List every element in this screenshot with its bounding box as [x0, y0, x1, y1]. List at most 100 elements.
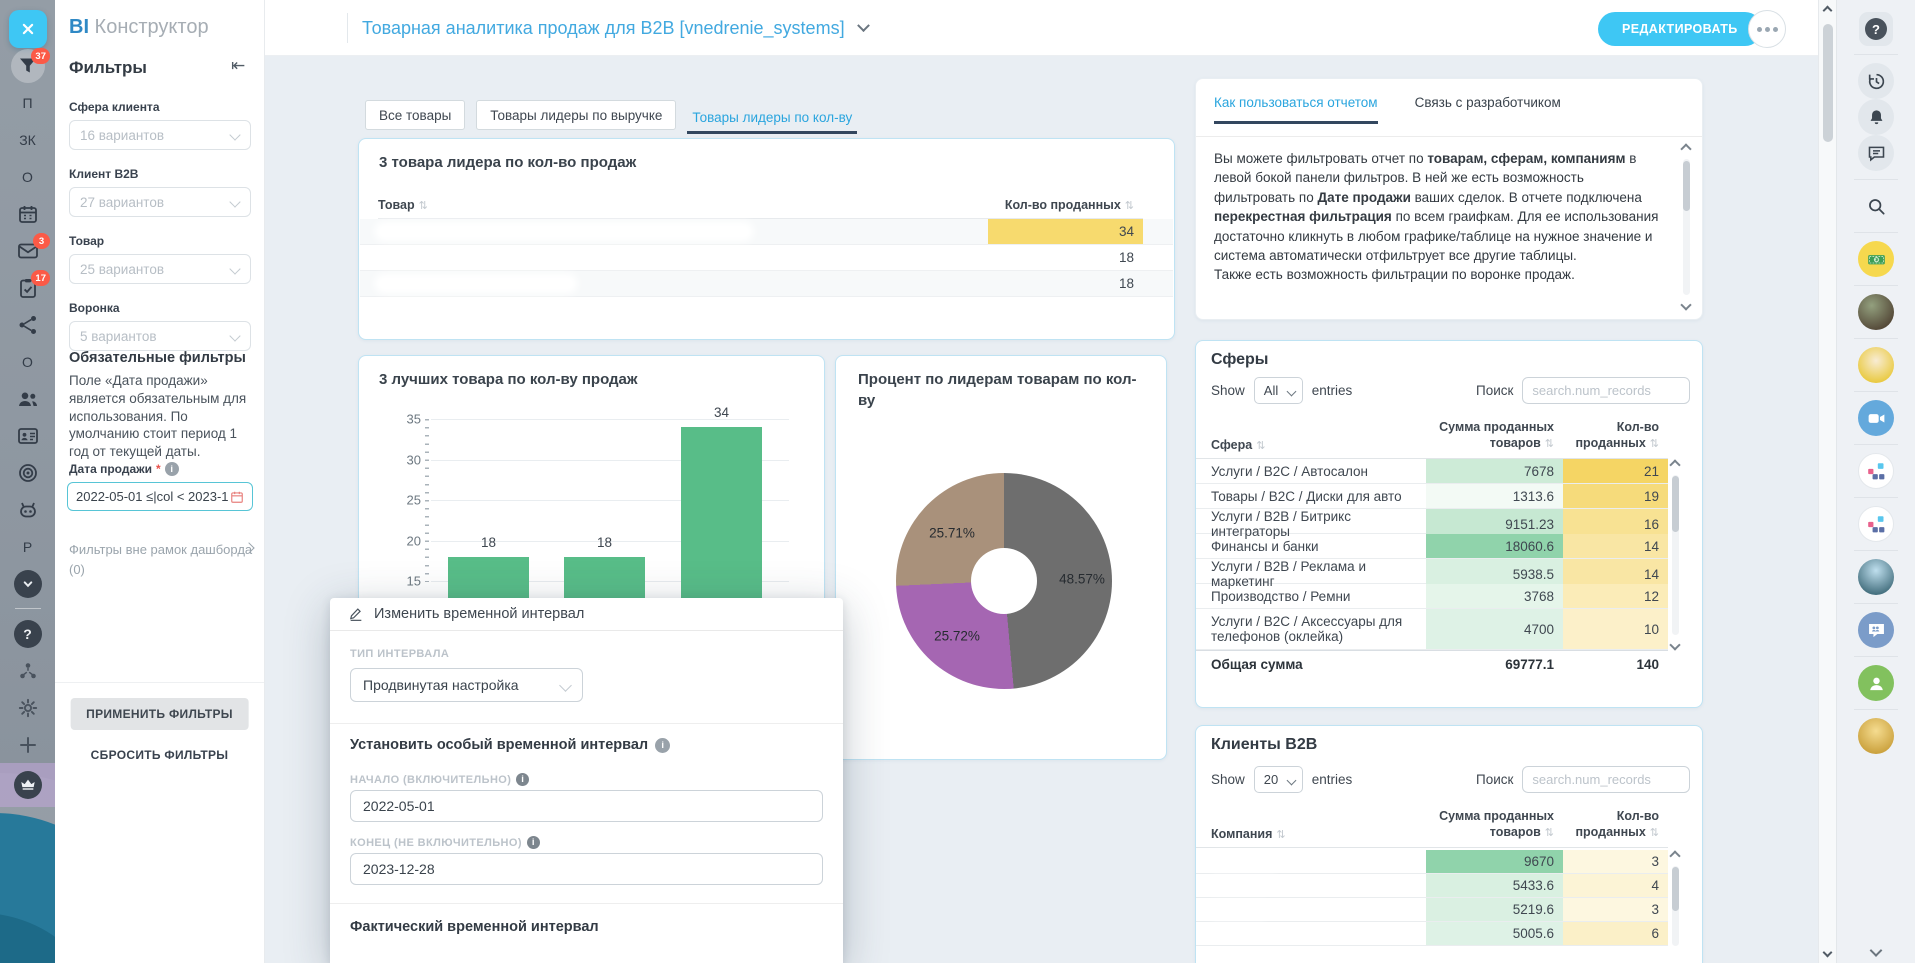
scroll-up-icon[interactable] [1823, 6, 1833, 16]
gear-icon[interactable] [16, 696, 40, 720]
scroll-up-icon[interactable] [1680, 143, 1691, 154]
rail-item-p-section[interactable]: П [0, 84, 55, 121]
calendar-icon[interactable] [230, 490, 244, 504]
info-icon[interactable] [655, 738, 670, 753]
rail-item-premium[interactable] [0, 763, 55, 807]
sphere-name-cell[interactable]: Товары / B2C / Диски для авто [1196, 484, 1426, 508]
table-row[interactable]: 5433.64 [1196, 874, 1668, 898]
table-scrollbar[interactable] [1669, 461, 1682, 649]
nodes-icon[interactable] [16, 659, 40, 683]
column-header-company[interactable]: Компания [1211, 827, 1286, 841]
tab-Все товары[interactable]: Все товары [365, 100, 465, 130]
brand-logo[interactable]: BI Конструктор [69, 16, 209, 39]
dashboard-title-dropdown[interactable]: Товарная аналитика продаж для B2B [vnedr… [362, 0, 868, 56]
edit-button[interactable]: РЕДАКТИРОВАТЬ [1598, 12, 1762, 46]
info-icon[interactable] [516, 773, 529, 786]
robot-icon[interactable] [16, 498, 40, 522]
table-row[interactable]: Производство / Ремни376812 [1196, 584, 1668, 609]
end-date-input[interactable]: 2023-12-28 [350, 853, 823, 885]
rail-item-calendar[interactable] [0, 195, 55, 232]
scroll-thumb[interactable] [1823, 24, 1833, 142]
apply-filters-button[interactable]: ПРИМЕНИТЬ ФИЛЬТРЫ [70, 698, 249, 730]
avatar-photo-1[interactable] [1858, 294, 1894, 330]
rail-item-more[interactable] [0, 565, 55, 602]
scroll-thumb[interactable] [1683, 161, 1690, 211]
search-input[interactable] [1522, 766, 1690, 793]
company-name-cell[interactable] [1196, 874, 1426, 897]
column-header-count[interactable]: Кол-во проданных [958, 198, 1143, 212]
scroll-up-icon[interactable] [1669, 850, 1680, 861]
id-card-icon[interactable] [16, 424, 40, 448]
rail-item-contacts[interactable] [0, 417, 55, 454]
sphere-name-cell[interactable]: Производство / Ремни [1196, 584, 1426, 608]
info-scrollbar[interactable] [1680, 145, 1693, 309]
rail-item-share[interactable] [0, 306, 55, 343]
tab-Товары лидеры по кол-ву[interactable]: Товары лидеры по кол-ву [687, 100, 857, 134]
scroll-down-icon[interactable] [1680, 299, 1691, 310]
rail-item-structure[interactable] [0, 652, 55, 689]
more-icon[interactable] [14, 570, 42, 598]
table-row[interactable]: Услуги / B2B / Битрикс интеграторы9151.2… [1196, 509, 1668, 534]
table-row[interactable]: 5005.66 [1196, 922, 1668, 946]
rail-item-settings[interactable] [0, 689, 55, 726]
calendar-icon[interactable] [16, 202, 40, 226]
rail-item-automation[interactable] [0, 491, 55, 528]
avatar-cartoon[interactable] [1858, 718, 1894, 754]
share-nodes-icon[interactable] [16, 313, 40, 337]
column-header-sum[interactable]: Сумма проданныхтоваров [1426, 419, 1563, 452]
rail-item-group-chat[interactable] [1858, 612, 1894, 648]
main-scrollbar[interactable] [1818, 0, 1836, 963]
rail-item-helpdesk[interactable]: ? [1859, 12, 1893, 46]
rail-item-zk-section[interactable]: ЗК [0, 121, 55, 158]
info-icon[interactable] [165, 462, 179, 476]
rail-item-notifications[interactable] [1858, 99, 1894, 135]
rail-item-r-section[interactable]: P [0, 528, 55, 565]
column-header-sum[interactable]: Сумма проданныхтоваров [1426, 808, 1563, 841]
rail-item-video-call[interactable] [1858, 400, 1894, 436]
rail-item-filters[interactable]: 37 [0, 47, 55, 84]
scroll-thumb[interactable] [1672, 476, 1679, 532]
plus-icon[interactable] [16, 733, 40, 757]
tab-Товары лидеры по выручке[interactable]: Товары лидеры по выручке [476, 100, 676, 130]
premium-icon[interactable] [14, 771, 42, 799]
company-name-cell[interactable] [1196, 898, 1426, 921]
collapse-panel-icon[interactable]: ⇤ [231, 56, 245, 76]
reset-filters-button[interactable]: СБРОСИТЬ ФИЛЬТРЫ [91, 748, 229, 762]
scroll-down-icon[interactable] [1823, 948, 1833, 958]
table-row[interactable]: 5219.63 [1196, 898, 1668, 922]
rail-item-tasks[interactable]: 17 [0, 269, 55, 306]
rail-item-support[interactable]: ? [0, 615, 55, 652]
table-row[interactable]: 18 [360, 271, 1173, 297]
sphere-name-cell[interactable]: Услуги / B2C / Аксессуары для телефонов … [1196, 609, 1426, 649]
donut-chart[interactable]: 48.57%25.72%25.71% [896, 473, 1112, 689]
rail-item-mail[interactable]: 3 [0, 232, 55, 269]
rail-scroll-down-icon[interactable] [1870, 944, 1883, 957]
column-header-product[interactable]: Товар [378, 198, 958, 212]
interval-type-select[interactable]: Продвинутая настройка [350, 668, 583, 702]
rail-item-employees[interactable] [0, 380, 55, 417]
entries-select[interactable]: 20 [1254, 766, 1303, 793]
start-date-input[interactable]: 2022-05-01 [350, 790, 823, 822]
company-name-cell[interactable] [1196, 922, 1426, 945]
target-icon[interactable] [16, 461, 40, 485]
filter-select[interactable]: 27 вариантов [69, 187, 251, 217]
table-row[interactable]: Товары / B2C / Диски для авто1313.619 [1196, 484, 1668, 509]
rail-item-payments-app[interactable] [1858, 241, 1894, 277]
table-row[interactable]: 34 [360, 219, 1173, 245]
info-icon[interactable] [527, 836, 540, 849]
rail-item-close[interactable] [0, 10, 55, 47]
rail-item-o2-section[interactable]: O [0, 343, 55, 380]
rail-item-o-section[interactable]: О [0, 158, 55, 195]
rail-item-apps-blocks[interactable] [1858, 453, 1894, 489]
support-icon[interactable]: ? [14, 620, 42, 648]
rail-item-add[interactable] [0, 726, 55, 763]
table-row[interactable]: 18 [360, 245, 1173, 271]
people-icon[interactable] [16, 387, 40, 411]
rail-item-chat[interactable] [1858, 135, 1894, 171]
sphere-name-cell[interactable]: Финансы и банки [1196, 534, 1426, 558]
scroll-down-icon[interactable] [1669, 639, 1680, 650]
table-row[interactable]: Услуги / B2C / Автосалон767821 [1196, 459, 1668, 484]
search-input[interactable] [1522, 377, 1690, 404]
tab-Как пользоваться отчетом[interactable]: Как пользоваться отчетом [1214, 95, 1378, 124]
avatar-team[interactable] [1858, 347, 1894, 383]
